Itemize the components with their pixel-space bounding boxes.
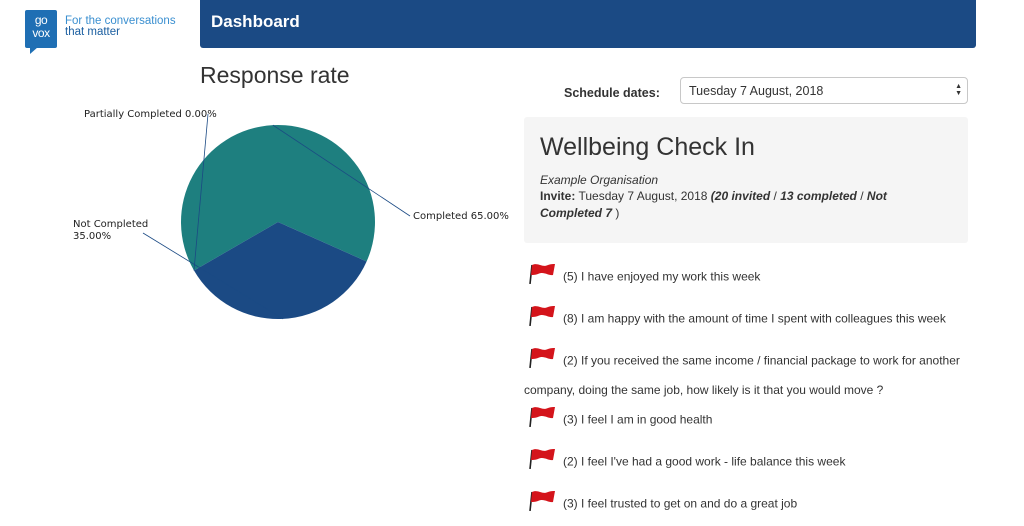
survey-organisation: Example Organisation [540, 173, 659, 187]
red-flag-icon [529, 447, 557, 478]
tagline-line1: For the conversations [65, 15, 176, 27]
header-bar: Dashboard [200, 0, 976, 48]
schedule-dates-label: Schedule dates: [564, 86, 660, 100]
red-flag-icon [529, 304, 557, 335]
pie-leader-line-2 [193, 113, 209, 271]
invite-date: Tuesday 7 August, 2018 [578, 189, 708, 203]
red-flag-icon [529, 346, 557, 377]
question-text: (3) I feel I am in good health [563, 412, 713, 427]
survey-invite-info: Invite: Tuesday 7 August, 2018 (20 invit… [540, 188, 940, 222]
question-item[interactable]: (3) I feel I am in good health [524, 405, 712, 436]
completed-count: 13 completed [780, 189, 857, 203]
question-text: (3) I feel trusted to get on and do a gr… [563, 496, 798, 511]
brand-tagline: For the conversations that matter [65, 15, 176, 38]
red-flag-icon [529, 262, 557, 293]
chart-title: Response rate [200, 62, 350, 88]
question-text: (5) I have enjoyed my work this week [563, 269, 761, 284]
schedule-dates-select[interactable]: Tuesday 7 August, 2018 ▲ ▼ [680, 77, 968, 104]
pie-leader-line-1 [142, 232, 284, 320]
invite-sep-2: / [860, 189, 864, 203]
survey-title: Wellbeing Check In [540, 133, 755, 161]
question-item[interactable]: (5) I have enjoyed my work this week [524, 262, 760, 293]
tagline-line2: that matter [65, 26, 120, 38]
question-text: (8) I am happy with the amount of time I… [563, 311, 946, 326]
invite-label: Invite: [540, 189, 576, 203]
question-text: (2) I feel I've had a good work - life b… [563, 454, 846, 469]
question-text-continued: company, doing the same job, how likely … [524, 383, 884, 397]
question-text: (2) If you received the same income / fi… [563, 353, 960, 368]
question-item[interactable]: (2) If you received the same income / fi… [524, 346, 974, 403]
logo-text-top: go [34, 13, 48, 27]
schedule-selected-value: Tuesday 7 August, 2018 [689, 84, 824, 98]
pie-label-2: Partially Completed 0.00% [84, 109, 217, 120]
pie-slice-0[interactable] [180, 125, 376, 271]
red-flag-icon [529, 405, 557, 436]
not-completed-count: Not Completed 7 [540, 189, 887, 220]
red-flag-icon [529, 489, 557, 520]
pie-label-0: Completed 65.00% [413, 211, 509, 222]
page-title: Dashboard [211, 12, 300, 31]
pie-leader-line-0 [272, 124, 411, 217]
pie-label-1: Not Completed 35.00% [73, 219, 148, 242]
logo-text-bottom: vox [32, 26, 50, 40]
question-item[interactable]: (2) I feel I've had a good work - life b… [524, 447, 845, 478]
response-rate-pie-chart: Completed 65.00% Not Completed 35.00% Parti… [73, 109, 509, 320]
question-item[interactable]: (3) I feel trusted to get on and do a gr… [524, 489, 797, 520]
survey-card: Wellbeing Check In Example Organisation … [524, 117, 968, 243]
select-arrows-icon: ▲ ▼ [955, 83, 962, 97]
question-item[interactable]: (8) I am happy with the amount of time I… [524, 304, 946, 335]
pie-slice-1[interactable] [193, 222, 367, 319]
invite-close-paren: ) [615, 206, 620, 220]
invite-sep-1: / [773, 189, 777, 203]
invited-count: (20 invited [710, 189, 771, 203]
govox-logo[interactable]: go vox [25, 10, 57, 54]
